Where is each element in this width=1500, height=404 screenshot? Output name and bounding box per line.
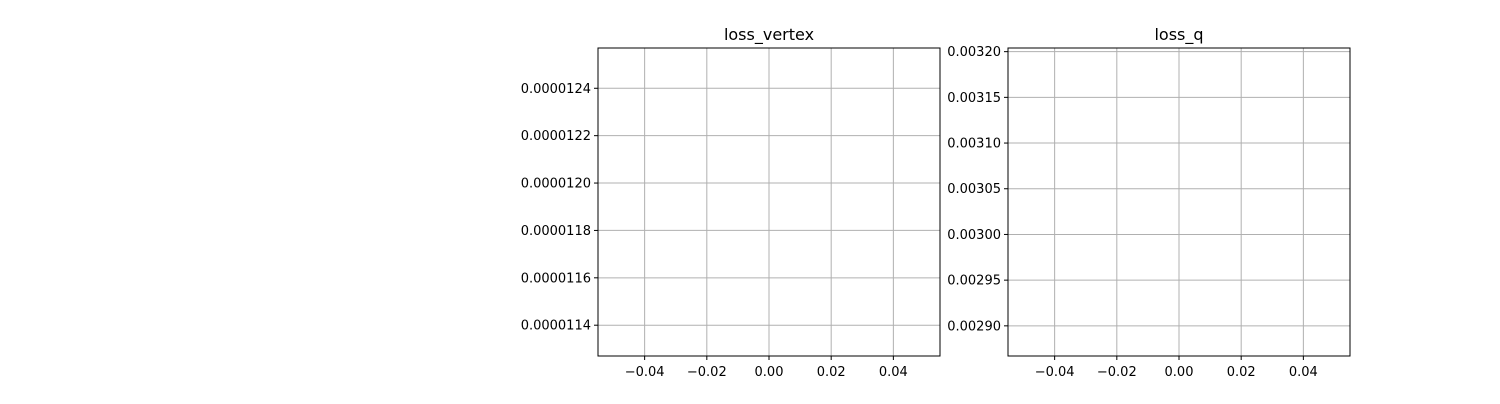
y-tick-label: 0.00315 — [947, 91, 1001, 106]
chart-title: loss_q — [1154, 25, 1203, 45]
x-tick-label: −0.04 — [1035, 365, 1075, 380]
x-tick-label: 0.04 — [1289, 365, 1318, 380]
ticks: −0.04 −0.02 0.00 0.02 0.04 0.0000114 0.0000116… — [521, 82, 908, 380]
x-tick-label: −0.04 — [625, 365, 665, 380]
chart-loss-vertex: −0.04 −0.02 0.00 0.02 0.04 0.0000114 0.0000116… — [521, 25, 941, 380]
y-tick-label: 0.00300 — [947, 228, 1001, 243]
y-tick-label: 0.00290 — [947, 319, 1001, 334]
y-tick-label: 0.00295 — [947, 274, 1001, 289]
y-tick-label: 0.0000114 — [521, 319, 591, 334]
x-tick-label: −0.02 — [687, 365, 727, 380]
y-tick-label: 0.00320 — [947, 45, 1001, 60]
y-tick-label: 0.0000118 — [521, 224, 591, 239]
x-tick-label: 0.04 — [879, 365, 908, 380]
chart-loss-q: −0.04 −0.02 0.00 0.02 0.04 0.00290 0.00295 0.00… — [947, 25, 1351, 380]
x-tick-label: 0.00 — [1165, 365, 1194, 380]
chart-title: loss_vertex — [724, 25, 814, 45]
y-tick-label: 0.0000122 — [521, 129, 591, 144]
y-tick-label: 0.0000120 — [521, 177, 591, 192]
grid-lines — [598, 48, 940, 356]
y-tick-label: 0.00310 — [947, 137, 1001, 152]
x-tick-label: 0.02 — [1227, 365, 1256, 380]
y-tick-label: 0.00305 — [947, 182, 1001, 197]
x-tick-label: 0.02 — [817, 365, 846, 380]
ticks: −0.04 −0.02 0.00 0.02 0.04 0.00290 0.00295 0.00… — [947, 45, 1318, 380]
x-tick-label: 0.00 — [755, 365, 784, 380]
grid-lines — [1008, 48, 1350, 356]
x-tick-label: −0.02 — [1097, 365, 1137, 380]
y-tick-label: 0.0000116 — [521, 271, 591, 286]
y-tick-label: 0.0000124 — [521, 82, 591, 97]
